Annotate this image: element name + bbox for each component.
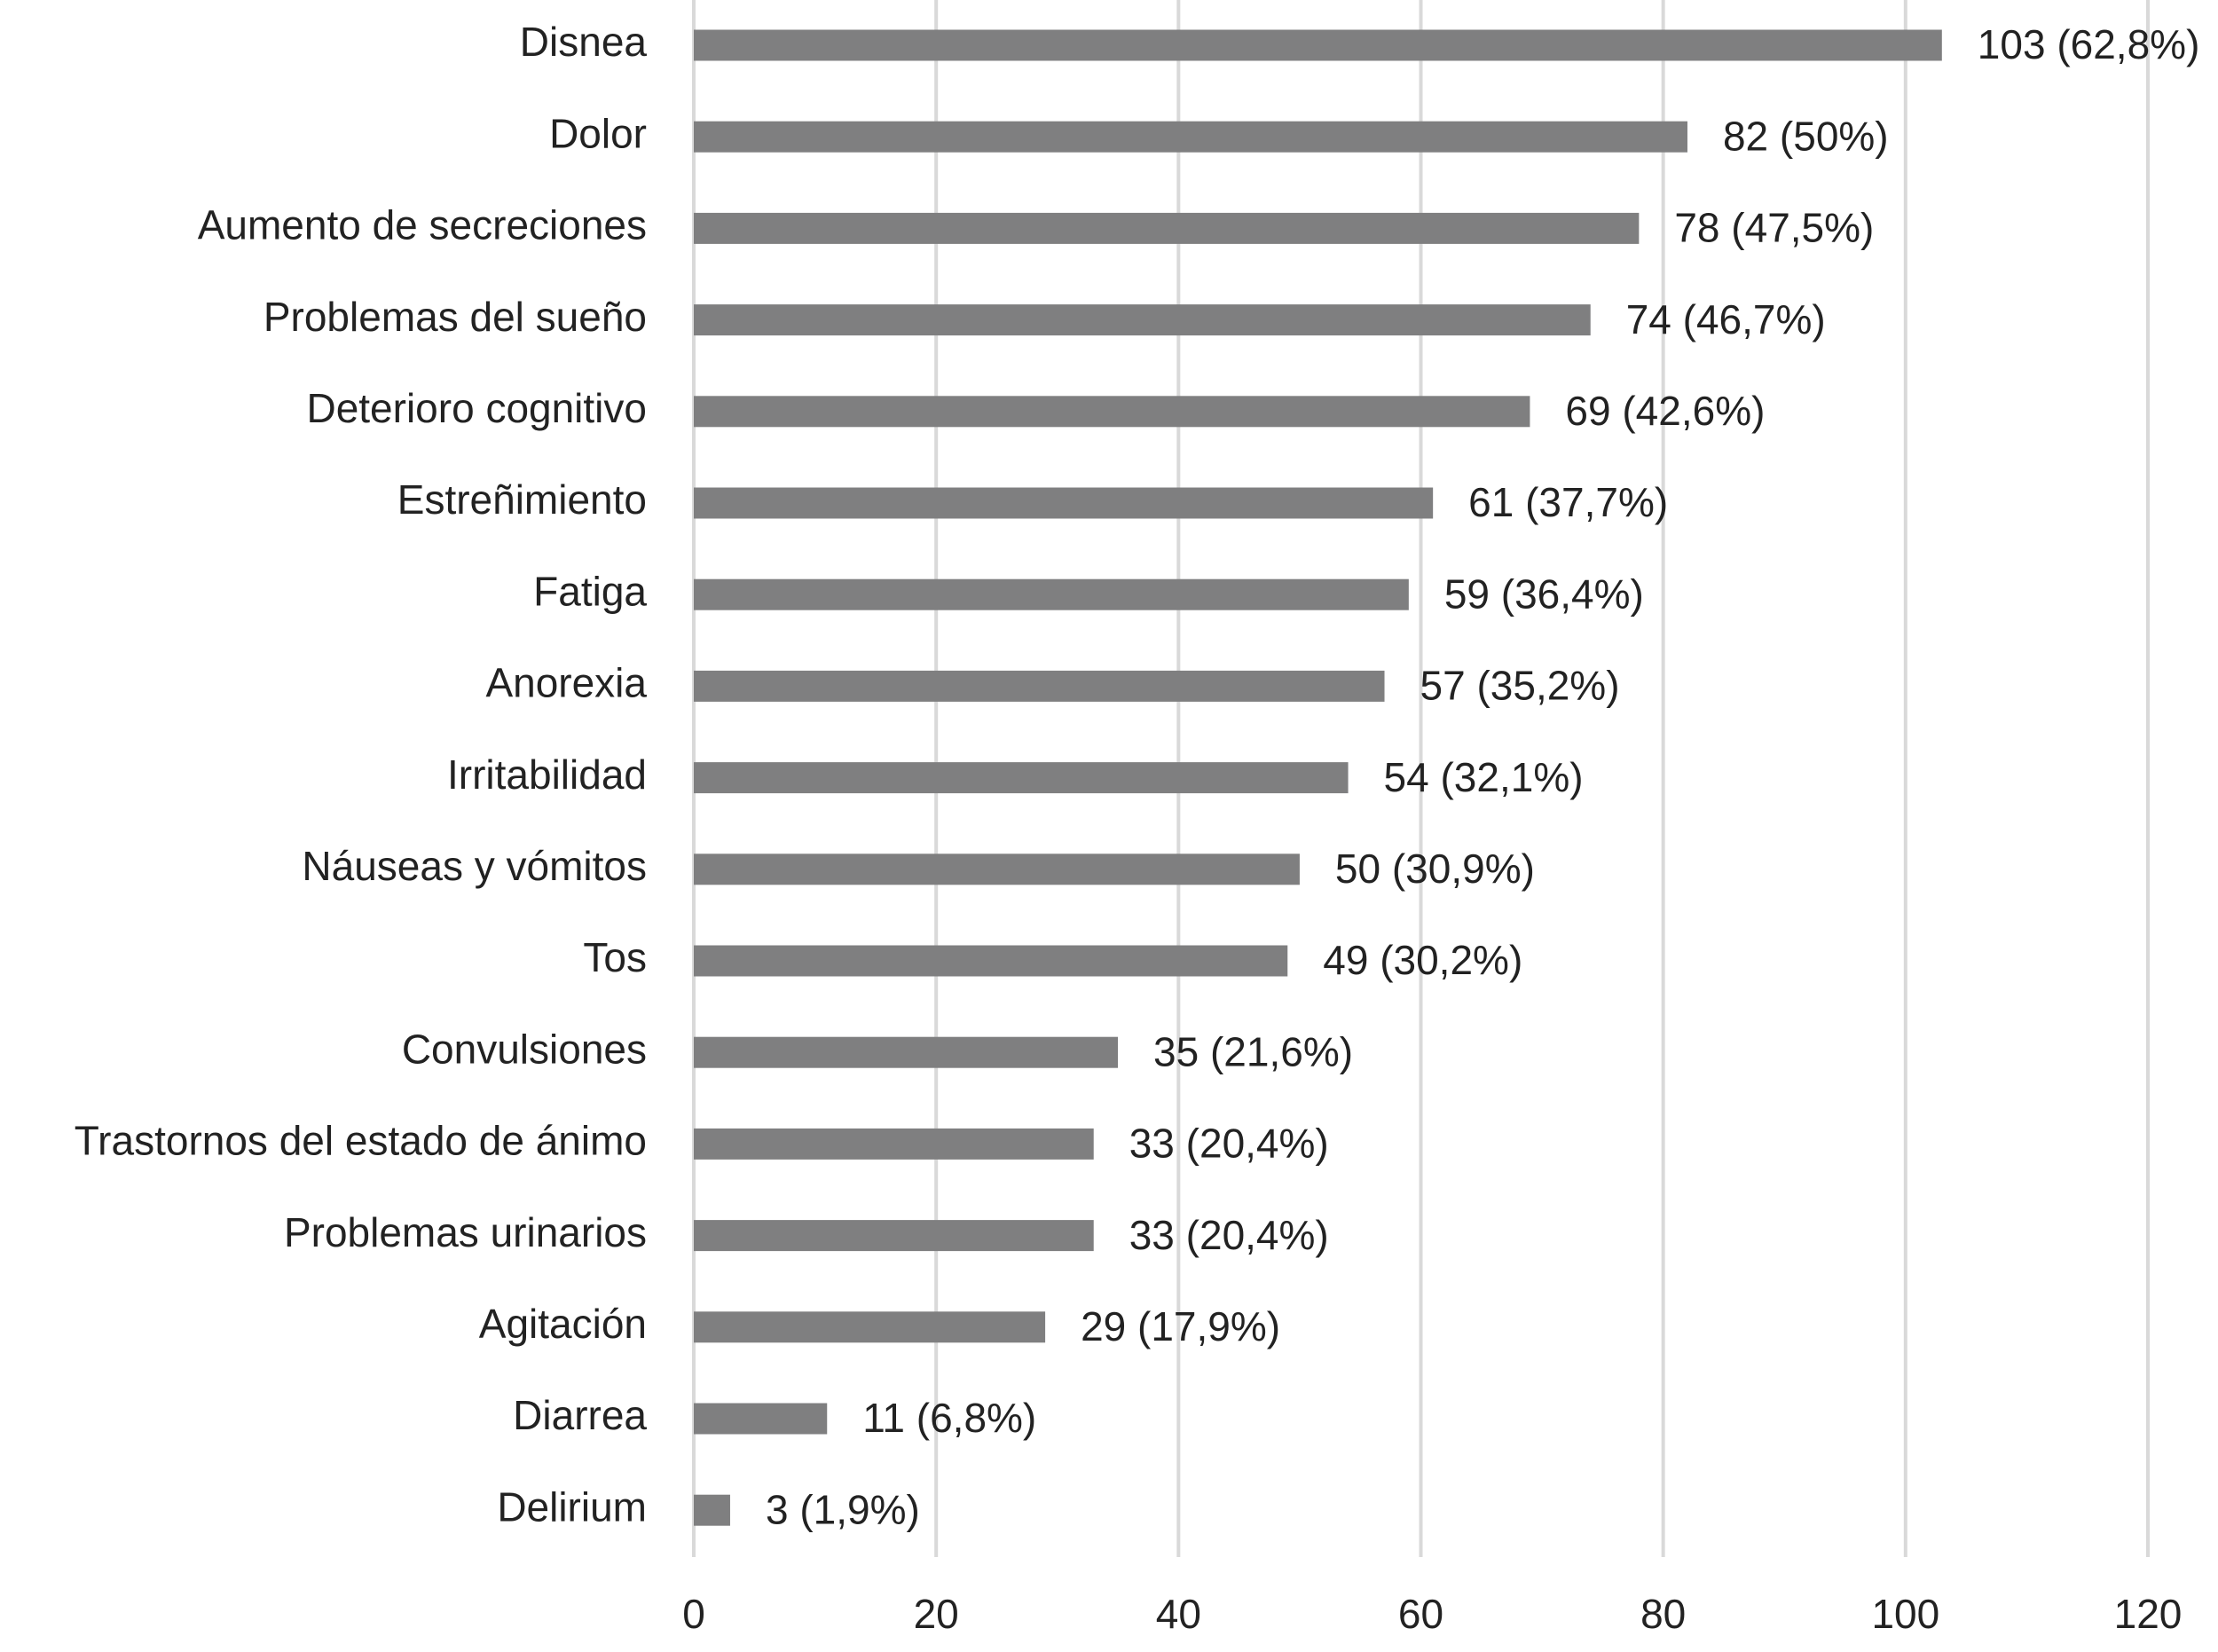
bar <box>694 1311 1046 1343</box>
x-tick-label: 100 <box>1871 1591 1939 1637</box>
data-label: 57 (35,2%) <box>1420 663 1620 709</box>
y-tick-label: Fatiga <box>533 568 647 614</box>
y-tick-label: Náuseas y vómitos <box>302 843 647 889</box>
data-label: 61 (37,7%) <box>1468 479 1668 525</box>
data-label: 49 (30,2%) <box>1323 937 1522 983</box>
y-tick-label: Tos <box>583 934 647 980</box>
y-tick-label: Aumento de secreciones <box>198 202 647 248</box>
bar <box>694 1494 730 1526</box>
y-tick-label: Agitación <box>479 1301 647 1347</box>
bar <box>694 487 1434 519</box>
bar <box>694 212 1640 244</box>
bar <box>694 578 1409 610</box>
data-label: 35 (21,6%) <box>1153 1028 1353 1074</box>
data-label: 59 (36,4%) <box>1444 570 1644 617</box>
y-tick-label: Dolor <box>549 110 647 156</box>
bar <box>694 1128 1094 1160</box>
data-label: 50 (30,9%) <box>1335 846 1535 892</box>
bar <box>694 1403 828 1435</box>
data-label: 33 (20,4%) <box>1129 1212 1329 1258</box>
y-tick-label: Problemas urinarios <box>284 1209 647 1255</box>
data-label: 54 (32,1%) <box>1384 754 1584 800</box>
data-label: 82 (50%) <box>1723 113 1889 159</box>
bar <box>694 304 1591 336</box>
data-label: 78 (47,5%) <box>1674 205 1874 251</box>
data-label: 103 (62,8%) <box>1978 21 2200 67</box>
y-tick-label: Disnea <box>520 19 648 65</box>
bar <box>694 121 1687 153</box>
bar <box>694 1220 1094 1252</box>
data-label: 33 (20,4%) <box>1129 1121 1329 1167</box>
y-tick-label: Problemas del sueño <box>263 294 647 340</box>
data-label: 3 (1,9%) <box>766 1486 920 1532</box>
y-tick-label: Deterioro cognitivo <box>306 385 647 431</box>
y-tick-label: Irritabilidad <box>447 751 647 798</box>
bar <box>694 945 1288 977</box>
x-tick-label: 20 <box>914 1591 959 1637</box>
y-tick-label: Trastornos del estado de ánimo <box>75 1118 647 1164</box>
bar <box>694 1036 1119 1068</box>
y-tick-label: Convulsiones <box>402 1026 647 1072</box>
data-label: 29 (17,9%) <box>1081 1303 1280 1349</box>
y-tick-label: Estreñimiento <box>397 476 647 523</box>
x-tick-label: 0 <box>682 1591 705 1637</box>
x-tick-label: 80 <box>1640 1591 1686 1637</box>
x-tick-label: 60 <box>1398 1591 1443 1637</box>
y-tick-label: Diarrea <box>513 1392 647 1438</box>
data-label: 74 (46,7%) <box>1626 296 1826 342</box>
bar <box>694 762 1349 794</box>
x-tick-label: 120 <box>2114 1591 2183 1637</box>
y-tick-label: Anorexia <box>485 660 647 706</box>
data-label: 69 (42,6%) <box>1565 388 1765 434</box>
bar <box>694 670 1385 702</box>
bar <box>694 29 1942 61</box>
y-tick-label: Delirium <box>497 1483 647 1530</box>
bar <box>694 396 1530 428</box>
data-label: 11 (6,8%) <box>862 1395 1036 1441</box>
x-tick-label: 40 <box>1156 1591 1201 1637</box>
bar <box>694 854 1300 885</box>
